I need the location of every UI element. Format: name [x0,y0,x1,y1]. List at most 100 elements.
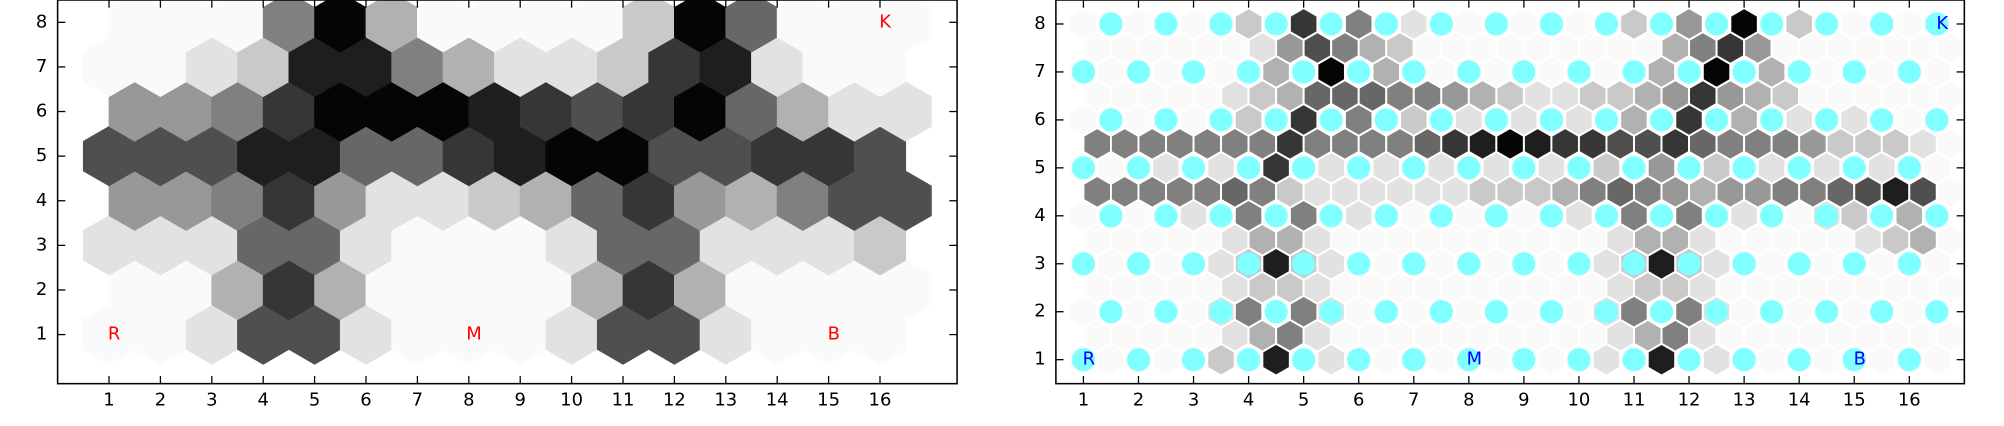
hex-cell [1288,6,1319,41]
y-tick-label: 2 [1034,301,1045,322]
node [1319,204,1343,228]
node [1209,108,1233,132]
node [1402,60,1426,84]
node [1925,12,1949,36]
hex-cell [1619,6,1649,41]
node [1842,252,1866,276]
node [1897,156,1921,180]
node [1925,108,1949,132]
node [1154,12,1178,36]
node [1071,60,1095,84]
x-tick-label: 10 [1568,389,1591,410]
y-tick-label: 1 [36,324,47,345]
node [1457,156,1481,180]
hex-cell [1123,6,1154,41]
hex-cell [1509,6,1539,41]
node [1154,108,1178,132]
node [1402,252,1426,276]
node [1594,108,1619,132]
node [1897,60,1921,84]
node [1347,252,1371,276]
node [1760,12,1784,36]
node [1126,60,1151,84]
annotation: B [828,324,840,345]
x-tick-label: 5 [309,389,320,410]
node [1622,60,1646,84]
node [1925,300,1949,324]
node [1237,348,1261,372]
hex-cell [1233,6,1264,41]
x-tick-label: 1 [1078,389,1089,410]
node [1099,108,1123,132]
node [1649,204,1674,228]
y-tick-label: 1 [1034,349,1045,370]
node [1154,204,1178,228]
x-tick-label: 3 [1188,389,1199,410]
x-tick-label: 16 [1898,389,1921,410]
node [1484,12,1508,36]
y-tick-label: 8 [36,11,47,32]
node [1649,108,1674,132]
node [1815,204,1839,228]
node [1484,204,1508,228]
node [1649,300,1674,324]
node [1237,60,1261,84]
node [1374,300,1398,324]
node [1787,348,1811,372]
hex-cell [1068,6,1099,41]
x-tick-label: 14 [1788,389,1811,410]
x-tick-label: 2 [155,389,166,410]
node [1705,12,1729,36]
node [1374,12,1398,36]
node [1209,300,1233,324]
node [1429,12,1453,36]
node [1099,12,1123,36]
node [1787,60,1811,84]
node [1732,60,1756,84]
node [1760,108,1784,132]
node [1815,300,1839,324]
x-tick-label: 8 [463,389,474,410]
node [1264,12,1288,36]
node [1402,348,1426,372]
node [1677,156,1701,180]
node [1429,204,1453,228]
node [1594,204,1619,228]
x-tick-label: 12 [1678,389,1701,410]
node [1402,156,1426,180]
x-tick-label: 6 [1353,389,1364,410]
node [1099,204,1123,228]
y-tick-label: 3 [1034,253,1045,274]
x-tick-label: 4 [257,389,268,410]
node [1319,12,1343,36]
node [1925,204,1949,228]
x-tick-label: 10 [560,389,583,410]
node [1347,156,1371,180]
node [1539,204,1563,228]
node [1842,60,1866,84]
node [1705,108,1729,132]
node [1374,108,1398,132]
hex-cell [1343,6,1374,41]
node [1374,204,1398,228]
cells [82,0,932,365]
node [1181,348,1206,372]
hex-cell [1839,6,1869,41]
node [1732,156,1756,180]
node [1594,300,1619,324]
annotation: B [1854,349,1866,370]
node [1484,300,1508,324]
y-tick-label: 2 [36,279,47,300]
x-tick-label: 11 [612,389,635,410]
node [1567,60,1591,84]
node [1209,204,1233,228]
x-tick-label: 15 [817,389,840,410]
hex-cell [1178,6,1209,41]
node [1264,108,1288,132]
node [1457,60,1481,84]
y-tick-label: 5 [36,145,47,166]
node [1815,108,1839,132]
